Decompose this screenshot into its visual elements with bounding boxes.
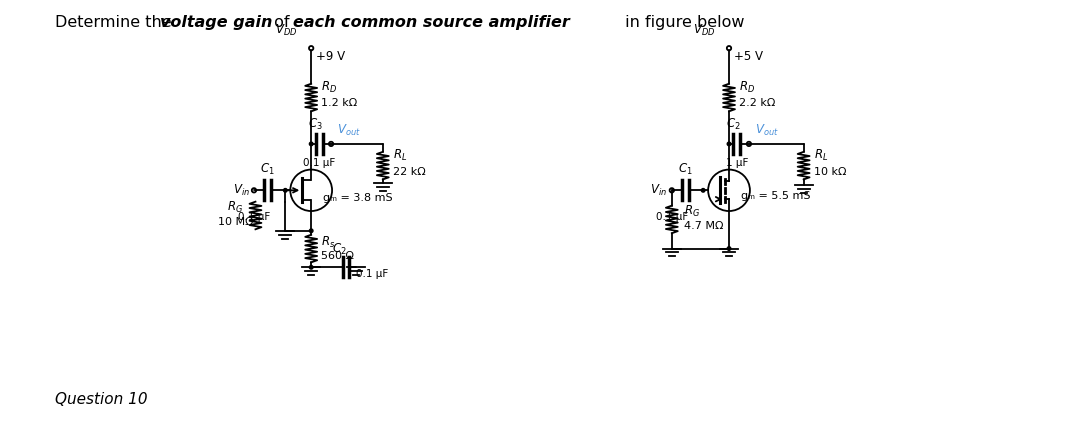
Text: 0.1 μF: 0.1 μF: [238, 212, 270, 222]
Text: $V_{DD}$: $V_{DD}$: [693, 23, 715, 39]
Text: $V_{out}$: $V_{out}$: [755, 123, 779, 138]
Text: $R_L$: $R_L$: [813, 148, 828, 163]
Text: +9 V: +9 V: [316, 50, 346, 63]
Text: $C_3$: $C_3$: [308, 117, 323, 132]
Text: each common source amplifier: each common source amplifier: [294, 15, 570, 30]
Text: 0.1 μF: 0.1 μF: [303, 158, 335, 168]
Text: $C_2$: $C_2$: [726, 117, 740, 132]
Text: $R_G$: $R_G$: [228, 200, 244, 215]
Text: 1.2 kΩ: 1.2 kΩ: [321, 98, 357, 108]
Text: $V_{DD}$: $V_{DD}$: [275, 23, 297, 39]
Text: $R_D$: $R_D$: [321, 80, 337, 95]
Text: $R_D$: $R_D$: [739, 80, 755, 95]
Circle shape: [727, 247, 731, 250]
Text: 4.7 MΩ: 4.7 MΩ: [684, 221, 724, 232]
Text: $C_2$: $C_2$: [332, 242, 347, 257]
Text: 10 MΩ: 10 MΩ: [218, 217, 254, 227]
Text: Determine the: Determine the: [54, 15, 176, 30]
Circle shape: [309, 142, 313, 146]
Text: Question 10: Question 10: [54, 392, 147, 407]
Text: $C_1$: $C_1$: [260, 162, 274, 178]
Circle shape: [727, 142, 731, 146]
Circle shape: [309, 265, 313, 269]
Text: 0.1 μF: 0.1 μF: [356, 269, 388, 279]
Text: 560 Ω: 560 Ω: [321, 251, 354, 262]
Text: in figure below: in figure below: [620, 15, 744, 30]
Text: 0.1 μF: 0.1 μF: [656, 212, 688, 222]
Text: $R_s$: $R_s$: [321, 235, 336, 250]
Text: $V_{out}$: $V_{out}$: [337, 123, 361, 138]
Text: gₘ = 5.5 mS: gₘ = 5.5 mS: [741, 191, 810, 201]
Text: 1 μF: 1 μF: [726, 158, 748, 168]
Text: 10 kΩ: 10 kΩ: [813, 166, 846, 177]
Text: voltage gain: voltage gain: [160, 15, 272, 30]
Text: $R_L$: $R_L$: [393, 148, 407, 163]
Circle shape: [309, 229, 313, 232]
Text: $C_1$: $C_1$: [678, 162, 692, 178]
Text: +5 V: +5 V: [734, 50, 762, 63]
Text: gₘ = 3.8 mS: gₘ = 3.8 mS: [323, 193, 393, 203]
Text: $V_{in}$: $V_{in}$: [650, 183, 667, 198]
Circle shape: [284, 189, 287, 192]
Text: 22 kΩ: 22 kΩ: [393, 166, 426, 177]
Text: of: of: [269, 15, 295, 30]
Text: 2.2 kΩ: 2.2 kΩ: [739, 98, 775, 108]
Text: $V_{in}$: $V_{in}$: [232, 183, 249, 198]
Circle shape: [701, 189, 705, 192]
Text: $R_G$: $R_G$: [684, 204, 700, 219]
